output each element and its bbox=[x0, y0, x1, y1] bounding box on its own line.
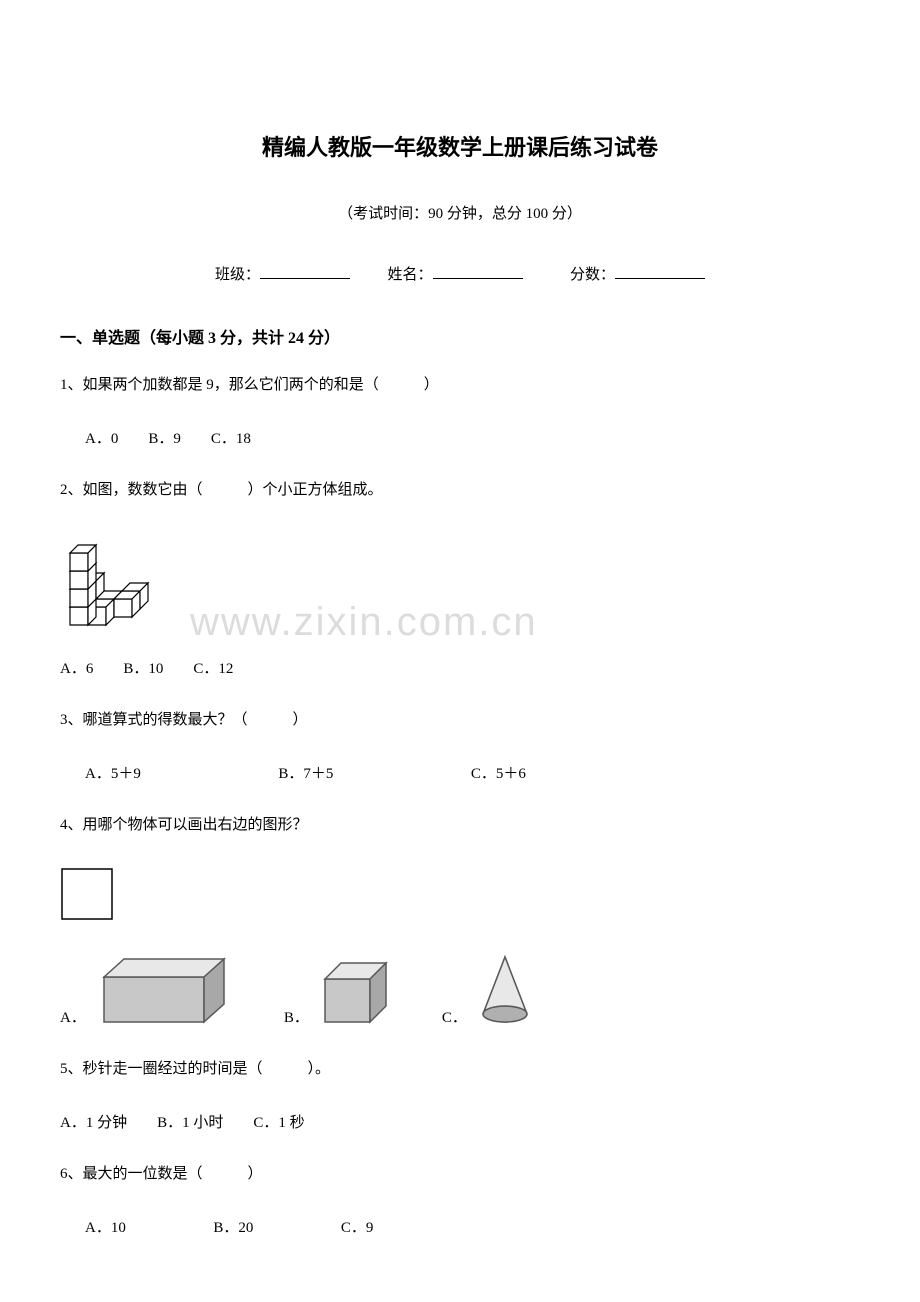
question-5-options: A．1 分钟 B．1 小时 C．1 秒 bbox=[60, 1111, 860, 1132]
cubes-figure bbox=[60, 532, 860, 637]
question-3: 3、哪道算式的得数最大？（ ） bbox=[60, 708, 860, 732]
cube-icon bbox=[317, 957, 392, 1027]
q4-opt-a-label: A． bbox=[60, 1006, 86, 1027]
square-figure bbox=[60, 867, 860, 927]
question-1-options: A．0 B．9 C．18 bbox=[60, 427, 860, 448]
question-2-options: A．6 B．10 C．12 bbox=[60, 657, 860, 678]
q6-opt-b: B．20 bbox=[213, 1220, 253, 1236]
q6-opt-c: C．9 bbox=[341, 1220, 374, 1236]
name-blank[interactable] bbox=[433, 263, 523, 279]
class-blank[interactable] bbox=[260, 263, 350, 279]
cuboid-icon bbox=[94, 952, 234, 1027]
exam-info: （考试时间：90 分钟，总分 100 分） bbox=[60, 202, 860, 223]
q4-opt-c: C． bbox=[442, 952, 535, 1027]
page-title: 精编人教版一年级数学上册课后练习试卷 bbox=[60, 130, 860, 162]
score-blank[interactable] bbox=[615, 263, 705, 279]
q4-opt-b-label: B． bbox=[284, 1006, 309, 1027]
question-4: 4、用哪个物体可以画出右边的图形？ bbox=[60, 813, 860, 837]
q6-opt-a: A．10 bbox=[85, 1220, 126, 1236]
q3-opt-a: A．5＋9 bbox=[85, 766, 141, 782]
score-label: 分数： bbox=[570, 267, 615, 283]
q3-opt-c: C．5＋6 bbox=[471, 766, 526, 782]
cone-icon bbox=[475, 952, 535, 1027]
question-4-options: A． B． C． bbox=[60, 952, 860, 1027]
section-heading: 一、单选题（每小题 3 分，共计 24 分） bbox=[60, 324, 860, 348]
fill-line: 班级： 姓名： 分数： bbox=[60, 263, 860, 284]
question-2: 2、如图，数数它由（ ）个小正方体组成。 bbox=[60, 478, 860, 502]
q4-opt-a: A． bbox=[60, 952, 234, 1027]
question-3-options: A．5＋9 B．7＋5 C．5＋6 bbox=[60, 762, 860, 783]
question-6-options: A．10 B．20 C．9 bbox=[60, 1216, 860, 1237]
q4-opt-c-label: C． bbox=[442, 1006, 467, 1027]
question-5: 5、秒针走一圈经过的时间是（ ）。 bbox=[60, 1057, 860, 1081]
q3-opt-b: B．7＋5 bbox=[278, 766, 333, 782]
name-label: 姓名： bbox=[387, 267, 432, 283]
question-6: 6、最大的一位数是（ ） bbox=[60, 1162, 860, 1186]
question-1: 1、如果两个加数都是 9，那么它们两个的和是（ ） bbox=[60, 373, 860, 397]
document-content: 精编人教版一年级数学上册课后练习试卷 （考试时间：90 分钟，总分 100 分）… bbox=[60, 130, 860, 1237]
q4-opt-b: B． bbox=[284, 957, 392, 1027]
class-label: 班级： bbox=[215, 267, 260, 283]
